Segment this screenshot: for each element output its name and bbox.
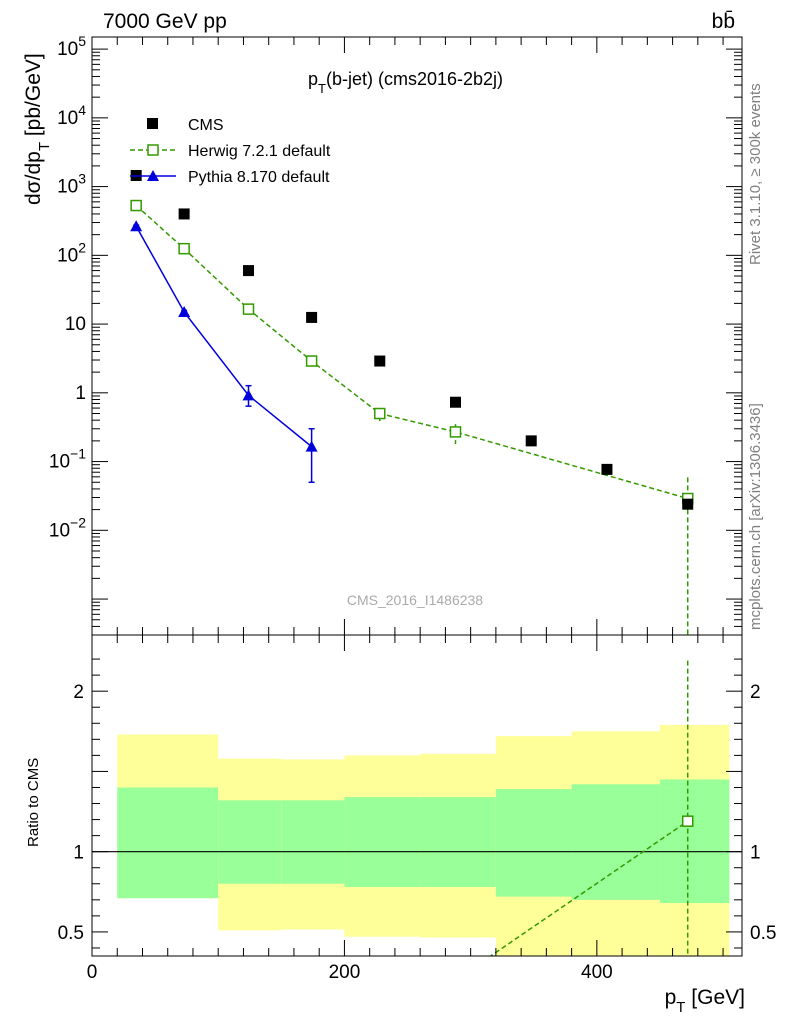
main-y-tick-label: 104 bbox=[57, 102, 86, 129]
ratio-band-inner bbox=[281, 800, 345, 884]
main-y-tick-label: 103 bbox=[57, 171, 86, 198]
main-panel: 10−2 10−1 1 10 102 103 104 105 pT(b-jet) (cms20… bbox=[22, 33, 743, 636]
legend-entry-cms: CMS bbox=[147, 117, 224, 134]
herwig-point bbox=[242, 303, 255, 315]
herwig-point bbox=[374, 407, 386, 420]
ratio-ylabel: Ratio to CMS bbox=[25, 758, 42, 847]
ratio-frame bbox=[91, 634, 743, 957]
legend-cms-label: CMS bbox=[188, 117, 224, 134]
main-y-tick-label: 102 bbox=[57, 239, 86, 266]
ratio-x-tick-label: 0 bbox=[87, 962, 98, 983]
legend-entry-herwig: Herwig 7.2.1 default bbox=[130, 143, 331, 160]
pythia-point bbox=[242, 389, 255, 401]
ratio-band-inner bbox=[218, 800, 282, 884]
x-axis-label: pT [GeV] bbox=[665, 986, 745, 1016]
ratio-y-tick-label: 1 bbox=[73, 843, 84, 864]
cms-data-point bbox=[374, 355, 386, 367]
main-y-tick-label: 105 bbox=[57, 33, 86, 60]
ratio-y-tick-label: 0.5 bbox=[58, 923, 84, 944]
herwig-point bbox=[130, 199, 142, 212]
cms-data-point bbox=[243, 265, 255, 277]
ratio-herwig-line bbox=[489, 820, 689, 956]
main-y-tick-label: 10−1 bbox=[49, 446, 86, 473]
ratio-band-inner bbox=[495, 789, 572, 897]
pythia-point bbox=[130, 220, 143, 232]
herwig-point bbox=[305, 355, 318, 367]
legend-pythia-label: Pythia 8.170 default bbox=[188, 169, 330, 186]
pythia-point bbox=[305, 440, 318, 452]
main-y-tick-label: 1 bbox=[75, 383, 86, 404]
ratio-panel: 0 200 400 0.5 0.5 1 1 2 2 Ratio to CMS pT [GeV] bbox=[25, 634, 776, 1016]
ratio-x-tick-label: 200 bbox=[329, 962, 361, 983]
pythia-line bbox=[135, 225, 313, 448]
legend-cms-marker bbox=[147, 118, 158, 129]
ratio-band-inner bbox=[117, 787, 219, 899]
pythia-point bbox=[178, 305, 191, 317]
ratio-y-tick-label-right: 1 bbox=[750, 843, 761, 864]
main-y-tick-label: 10−2 bbox=[49, 514, 86, 541]
plot-title: pT(b-jet) (cms2016-2b2j) bbox=[308, 69, 503, 96]
cms-data-point bbox=[525, 435, 537, 447]
mcplots-label: mcplots.cern.ch [arXiv:1306.3436] bbox=[747, 403, 764, 630]
process-label: bb̄ bbox=[712, 10, 735, 33]
herwig-point bbox=[449, 426, 462, 438]
cms-data-point bbox=[682, 498, 694, 510]
ratio-y-tick-label-right: 0.5 bbox=[750, 923, 776, 944]
legend: CMS Herwig 7.2.1 default Pythia 8.170 de… bbox=[130, 117, 331, 186]
main-ylabel: dσ/dpT [pb/GeV] bbox=[22, 53, 53, 205]
legend-herwig-label: Herwig 7.2.1 default bbox=[188, 143, 331, 160]
ratio-band-inner bbox=[659, 779, 730, 904]
ratio-herwig-point bbox=[681, 815, 694, 827]
ratio-band-inner bbox=[420, 797, 496, 887]
legend-entry-pythia: Pythia 8.170 default bbox=[130, 169, 330, 186]
cms-data-point bbox=[449, 396, 461, 408]
main-plot-area bbox=[130, 169, 694, 635]
ratio-band-inner bbox=[344, 797, 421, 887]
herwig-line bbox=[135, 204, 688, 500]
cms-data-point bbox=[178, 208, 190, 220]
ratio-y-tick-label: 2 bbox=[73, 682, 84, 703]
cms-data-point bbox=[601, 463, 613, 475]
main-y-axis: 10−2 10−1 1 10 102 103 104 105 bbox=[49, 33, 742, 636]
ratio-plot-area bbox=[92, 660, 742, 956]
main-x-axis bbox=[91, 37, 724, 635]
main-y-tick-label: 10 bbox=[65, 314, 86, 335]
ratio-x-tick-label: 400 bbox=[581, 962, 613, 983]
energy-label: 7000 GeV pp bbox=[103, 10, 227, 33]
ratio-band-inner bbox=[571, 784, 660, 900]
rivet-version-label: Rivet 3.1.10, ≥ 300k events bbox=[747, 83, 764, 265]
watermark: CMS_2016_I1486238 bbox=[347, 592, 483, 608]
legend-herwig-marker bbox=[147, 144, 159, 156]
legend-pythia-marker bbox=[147, 170, 159, 181]
herwig-point bbox=[178, 242, 190, 255]
cms-data-point bbox=[306, 311, 318, 323]
ratio-y-tick-label-right: 2 bbox=[750, 682, 761, 703]
